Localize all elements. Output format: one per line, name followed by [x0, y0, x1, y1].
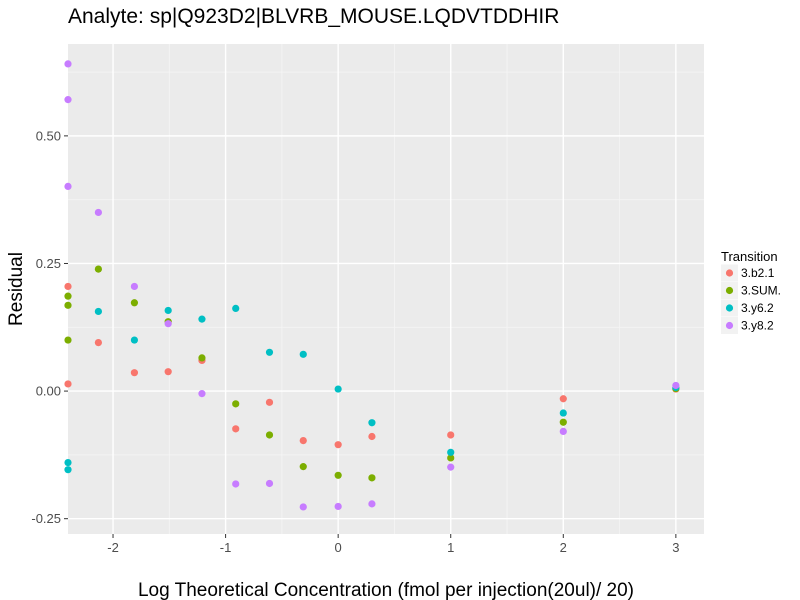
x-axis: -2 -1 0 1 2 3 — [107, 534, 679, 555]
point-series-3 — [559, 409, 567, 417]
point-series-3 — [265, 348, 274, 356]
point-series-3 — [368, 419, 376, 427]
legend-label: 3.b2.1 — [741, 266, 775, 280]
x-tick-label: -1 — [220, 540, 232, 555]
point-series-1 — [299, 436, 307, 445]
point-series-2 — [64, 301, 72, 309]
point-series-2 — [130, 299, 139, 307]
point-series-4 — [447, 463, 455, 471]
y-axis-title: Residual — [6, 252, 27, 326]
point-series-3 — [130, 336, 139, 344]
point-series-4 — [232, 480, 240, 488]
point-series-2 — [265, 431, 274, 439]
point-series-4 — [64, 60, 72, 68]
point-series-4 — [94, 208, 102, 217]
point-series-1 — [130, 369, 139, 377]
x-axis-title: Log Theoretical Concentration (fmol per … — [138, 580, 634, 600]
plot-panel — [68, 44, 704, 534]
point-series-1 — [64, 380, 72, 388]
point-series-4 — [559, 427, 567, 436]
legend-label: 3.y6.2 — [741, 301, 774, 315]
x-tick-label: 0 — [335, 540, 342, 555]
point-series-4 — [64, 182, 72, 191]
x-tick-label: 2 — [560, 540, 567, 555]
point-series-3 — [164, 306, 172, 315]
point-series-3 — [334, 385, 342, 393]
point-series-1 — [64, 282, 72, 291]
point-series-2 — [94, 265, 102, 273]
legend-label: 3.y8.2 — [741, 319, 774, 333]
point-series-3 — [94, 307, 102, 316]
point-series-1 — [559, 395, 567, 403]
point-series-3 — [447, 448, 455, 456]
point-series-4 — [672, 381, 680, 390]
point-series-4 — [198, 390, 206, 398]
point-series-1 — [94, 338, 102, 347]
point-series-2 — [299, 463, 307, 471]
y-axis: -0.25 0.00 0.25 0.50 — [31, 128, 68, 526]
x-tick-label: 3 — [672, 540, 679, 555]
legend-swatch — [725, 321, 734, 330]
point-series-3 — [198, 315, 206, 323]
x-tick-label: -2 — [107, 540, 119, 555]
point-series-1 — [368, 432, 376, 441]
point-series-2 — [368, 474, 376, 482]
x-tick-label: 1 — [447, 540, 454, 555]
legend-title: Transition — [721, 249, 778, 264]
point-series-2 — [334, 471, 342, 479]
legend-swatch — [725, 304, 734, 312]
point-series-4 — [64, 96, 72, 104]
point-series-1 — [334, 441, 342, 449]
chart-title: Analyte: sp|Q923D2|BLVRB_MOUSE.LQDVTDDHI… — [68, 5, 559, 28]
point-series-2 — [559, 418, 567, 426]
data-points — [64, 60, 680, 511]
point-series-1 — [265, 398, 274, 406]
point-series-3 — [64, 466, 72, 474]
y-tick-label: 0.00 — [36, 384, 61, 399]
point-series-1 — [164, 368, 172, 376]
point-series-4 — [265, 479, 274, 488]
grid-minor — [68, 44, 704, 534]
point-series-2 — [64, 292, 72, 300]
legend-swatch — [725, 286, 734, 295]
point-series-4 — [299, 503, 307, 511]
point-series-2 — [198, 354, 206, 362]
y-tick-label: 0.25 — [36, 256, 61, 271]
point-series-4 — [368, 500, 376, 508]
point-series-1 — [447, 431, 455, 439]
point-series-3 — [64, 458, 72, 467]
legend-swatch — [725, 269, 734, 277]
point-series-2 — [232, 400, 240, 408]
y-tick-label: -0.25 — [31, 511, 61, 526]
point-series-1 — [232, 425, 240, 433]
point-series-4 — [334, 502, 342, 511]
point-series-2 — [447, 454, 455, 462]
point-series-4 — [164, 320, 172, 328]
y-tick-label: 0.50 — [36, 128, 61, 143]
point-series-4 — [130, 282, 139, 291]
legend-label: 3.SUM. — [741, 284, 781, 298]
point-series-3 — [232, 304, 240, 312]
legend: Transition 3.b2.1 3.SUM. 3.y6.2 3.y8.2 — [721, 249, 781, 334]
point-series-3 — [299, 350, 307, 358]
point-series-2 — [64, 336, 72, 344]
